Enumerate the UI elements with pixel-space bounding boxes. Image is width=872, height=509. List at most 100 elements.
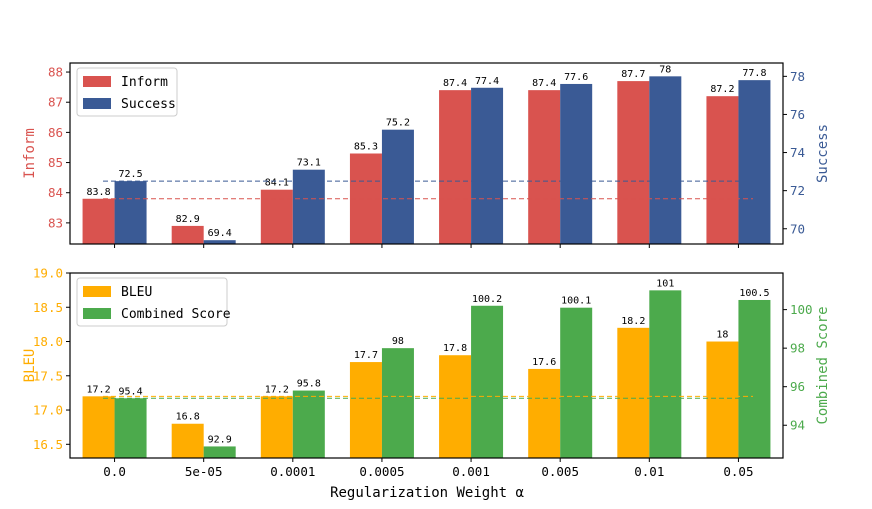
right-tick-label: 78 <box>790 69 805 84</box>
data-label: 98 <box>392 336 404 347</box>
left-tick-label: 18.5 <box>33 300 63 315</box>
right-tick-label: 74 <box>790 145 805 160</box>
legend-box <box>76 277 228 327</box>
left-tick-label: 17.5 <box>33 368 63 383</box>
left-axis-title: Inform <box>22 128 38 179</box>
x-tick-label: 5e-05 <box>185 464 223 479</box>
x-tick-label: 0.0005 <box>359 464 404 479</box>
right-tick-label: 96 <box>790 379 805 394</box>
bar-success <box>114 181 147 244</box>
left-tick-label: 86 <box>48 125 63 140</box>
data-label: 84.1 <box>265 178 289 189</box>
legend-label: Combined Score <box>121 307 231 322</box>
bar-combined-score <box>738 299 771 458</box>
bar-success <box>203 240 236 244</box>
data-label: 17.7 <box>354 350 378 361</box>
right-tick-label: 98 <box>790 341 805 356</box>
plot-frame <box>69 62 784 245</box>
right-tick-label: 94 <box>790 418 805 433</box>
x-tick-label: 0.005 <box>541 464 579 479</box>
bar-combined-score <box>649 290 682 458</box>
data-label: 78 <box>659 64 671 75</box>
data-label: 101 <box>656 278 674 289</box>
left-tick-label: 18.0 <box>33 334 63 349</box>
data-label: 72.5 <box>119 169 143 180</box>
data-label: 83.8 <box>87 187 111 198</box>
bar-inform <box>528 90 561 245</box>
data-label: 17.2 <box>265 384 289 395</box>
bar-success <box>292 169 325 244</box>
left-tick-label: 17.0 <box>33 403 63 418</box>
data-label: 100.2 <box>472 294 502 305</box>
bar-bleu <box>706 341 739 458</box>
bar-combined-score <box>560 307 593 458</box>
bar-success <box>649 76 682 244</box>
data-label: 100.5 <box>739 288 769 299</box>
legend-swatch <box>83 76 111 87</box>
data-label: 95.4 <box>119 386 143 397</box>
bleu-combined-panel: 17.2 95.4 16.8 92.9 17.2 95.8 17.7 98 17.8 100.2 1… <box>22 266 831 480</box>
legend-label: Inform <box>121 75 168 90</box>
data-label: 87.4 <box>532 78 556 89</box>
bar-combined-score <box>471 305 504 458</box>
x-axis-label: Regularization Weight α <box>330 485 524 501</box>
right-axis-title: Success <box>815 124 831 183</box>
data-label: 95.8 <box>297 379 321 390</box>
left-tick-label: 16.5 <box>33 437 63 452</box>
legend-swatch <box>83 98 111 109</box>
data-label: 87.4 <box>443 78 467 89</box>
bar-combined-score <box>114 398 147 458</box>
inform-success-panel: 83.8 72.5 82.9 69.4 84.1 73.1 85.3 75.2 87.4 77.4… <box>22 62 831 248</box>
bar-combined-score <box>292 390 325 458</box>
data-label: 18.2 <box>621 316 645 327</box>
data-label: 87.2 <box>710 84 734 95</box>
legend-swatch <box>83 286 111 297</box>
legend-label: BLEU <box>121 285 152 300</box>
data-label: 17.6 <box>532 357 556 368</box>
legend-swatch <box>83 308 111 319</box>
right-tick-label: 76 <box>790 107 805 122</box>
bar-inform <box>260 189 293 244</box>
left-tick-label: 19.0 <box>33 266 63 281</box>
x-tick-label: 0.0 <box>103 464 126 479</box>
bar-inform <box>82 198 115 244</box>
bar-bleu <box>82 396 115 458</box>
right-tick-label: 72 <box>790 183 805 198</box>
bar-combined-score <box>381 348 414 458</box>
x-tick-label: 0.05 <box>723 464 753 479</box>
bar-bleu <box>260 396 293 458</box>
data-label: 77.4 <box>475 76 499 87</box>
data-label: 17.2 <box>87 384 111 395</box>
bar-inform <box>617 81 650 244</box>
bar-bleu <box>349 362 382 458</box>
bar-success <box>381 129 414 244</box>
left-tick-label: 87 <box>48 95 63 110</box>
data-label: 16.8 <box>176 412 200 423</box>
bar-combined-score <box>203 446 236 458</box>
bar-bleu <box>439 355 472 458</box>
data-label: 17.8 <box>443 343 467 354</box>
left-tick-label: 85 <box>48 155 63 170</box>
data-label: 92.9 <box>208 434 232 445</box>
left-tick-label: 83 <box>48 215 63 230</box>
data-label: 87.7 <box>621 69 645 80</box>
legend-label: Success <box>121 97 176 112</box>
bar-success <box>560 83 593 245</box>
bar-bleu <box>171 423 204 458</box>
left-axis-title: BLEU <box>22 349 38 383</box>
bar-bleu <box>528 368 561 458</box>
data-label: 77.8 <box>742 68 766 79</box>
data-label: 100.1 <box>561 296 591 307</box>
bar-inform <box>171 225 204 244</box>
x-tick-label: 0.01 <box>634 464 664 479</box>
data-label: 69.4 <box>208 228 232 239</box>
bar-inform <box>439 90 472 245</box>
left-tick-label: 84 <box>48 185 63 200</box>
x-tick-label: 0.0001 <box>270 464 315 479</box>
bar-inform <box>706 96 739 244</box>
bar-bleu <box>617 327 650 458</box>
data-label: 82.9 <box>176 214 200 225</box>
right-tick-label: 70 <box>790 221 805 236</box>
data-label: 18 <box>716 330 728 341</box>
